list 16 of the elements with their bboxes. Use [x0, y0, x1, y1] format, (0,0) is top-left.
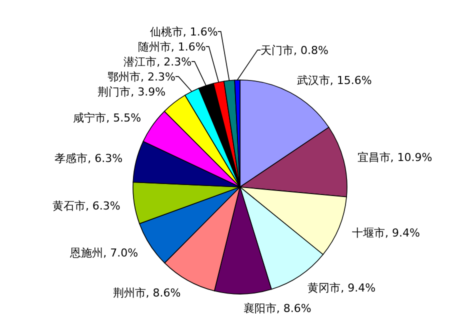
slice-label: 潜江市, 2.3% — [124, 56, 192, 69]
slice-label: 天门市, 0.8% — [260, 44, 329, 58]
slice-label: 十堰市, 9.4% — [352, 226, 420, 240]
slice-label: 黄冈市, 9.4% — [308, 281, 376, 294]
slice-label: 咸宁市, 5.5% — [73, 111, 142, 124]
slice-label: 襄阳市, 8.6% — [243, 302, 312, 315]
slice-label: 荆门市, 3.9% — [98, 86, 166, 99]
slice-label: 孝感市, 6.3% — [54, 152, 123, 165]
slice-label: 恩施州, 7.0% — [69, 246, 138, 260]
slice-label: 仙桃市, 1.6% — [150, 26, 218, 39]
slice-label: 武汉市, 15.6% — [296, 74, 372, 88]
slice-label: 随州市, 1.6% — [138, 40, 206, 54]
slice-label: 鄂州市, 2.3% — [108, 70, 176, 84]
slice-label: 黄石市, 6.3% — [52, 199, 120, 212]
slice-label: 宜昌市, 10.9% — [357, 151, 432, 164]
slice-label: 荆州市, 8.6% — [112, 286, 181, 300]
